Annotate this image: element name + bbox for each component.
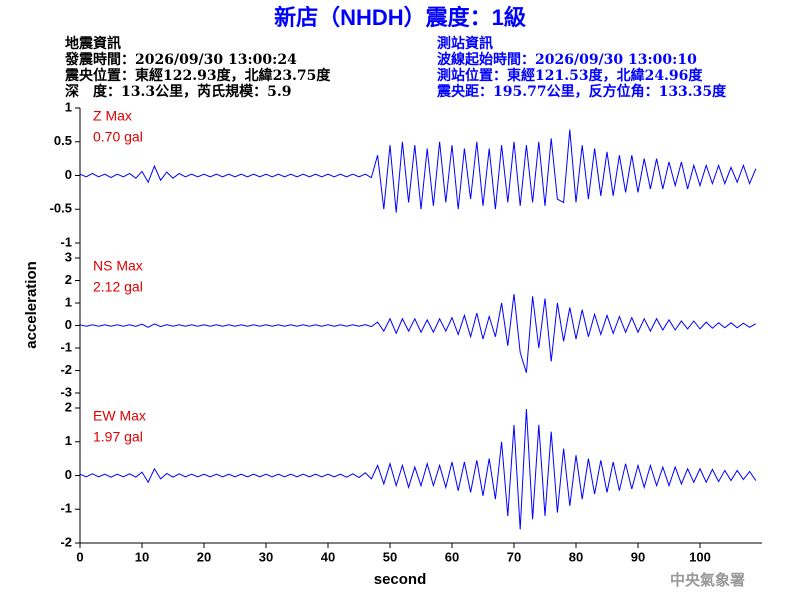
y-tick-label: -2 (60, 362, 72, 377)
y-tick-label: -1 (60, 501, 72, 516)
channel-name: Z Max (93, 108, 132, 124)
x-tick-label: 0 (76, 549, 83, 564)
y-tick-label: -1 (60, 339, 72, 354)
x-tick-label: 90 (631, 549, 645, 564)
x-tick-label: 30 (259, 549, 273, 564)
y-tick-label: -3 (60, 384, 72, 399)
info-line: 深 度：13.3公里，芮氏規模：5.9 (65, 83, 291, 100)
waveform (79, 408, 757, 530)
info-line: 波線起始時間：2026/09/30 13:00:10 (437, 51, 697, 68)
y-tick-label: 0 (65, 317, 72, 332)
x-tick-label: 70 (507, 549, 521, 564)
x-tick-label: 20 (197, 549, 211, 564)
footer: 中央氣象署 (670, 571, 745, 589)
y-axis-title: acceleration (23, 261, 40, 349)
x-tick-label: 100 (689, 549, 711, 564)
y-tick-label: -1 (60, 234, 72, 249)
x-tick-label: 80 (569, 549, 583, 564)
waveform (79, 293, 757, 373)
channel-name: NS Max (93, 258, 143, 274)
channel-name: EW Max (93, 408, 146, 424)
y-tick-label: -0.5 (50, 201, 72, 216)
y-tick-label: -2 (60, 534, 72, 549)
y-tick-label: 0 (65, 167, 72, 182)
y-tick-label: 2 (65, 399, 72, 414)
y-tick-label: 1 (65, 99, 72, 114)
info-line: 震央位置：東經122.93度，北緯23.75度 (64, 67, 331, 84)
y-tick-label: 1 (65, 433, 72, 448)
info-line: 測站資訊 (437, 35, 493, 52)
y-tick-label: 2 (65, 272, 72, 287)
channel-max: 2.12 gal (93, 279, 143, 295)
y-tick-label: 0.5 (54, 133, 72, 148)
chart-title: 新店（NHDH）震度：1級 (274, 5, 526, 30)
y-tick-label: 1 (65, 294, 72, 309)
x-tick-label: 40 (321, 549, 335, 564)
x-tick-label: 50 (383, 549, 397, 564)
x-axis-title: second (374, 571, 427, 588)
channel-max: 1.97 gal (93, 429, 143, 445)
info-line: 測站位置：東經121.53度，北緯24.96度 (437, 67, 703, 84)
x-tick-label: 10 (135, 549, 149, 564)
info-line: 震央距：195.77公里，反方位角：133.35度 (436, 83, 727, 100)
channel-max: 0.70 gal (93, 129, 143, 145)
info-line: 地震資訊 (65, 35, 121, 52)
y-tick-label: 3 (65, 249, 72, 264)
info-line: 發震時間：2026/09/30 13:00:24 (64, 51, 297, 68)
y-tick-label: 0 (65, 467, 72, 482)
x-tick-label: 60 (445, 549, 459, 564)
waveform (79, 129, 757, 213)
